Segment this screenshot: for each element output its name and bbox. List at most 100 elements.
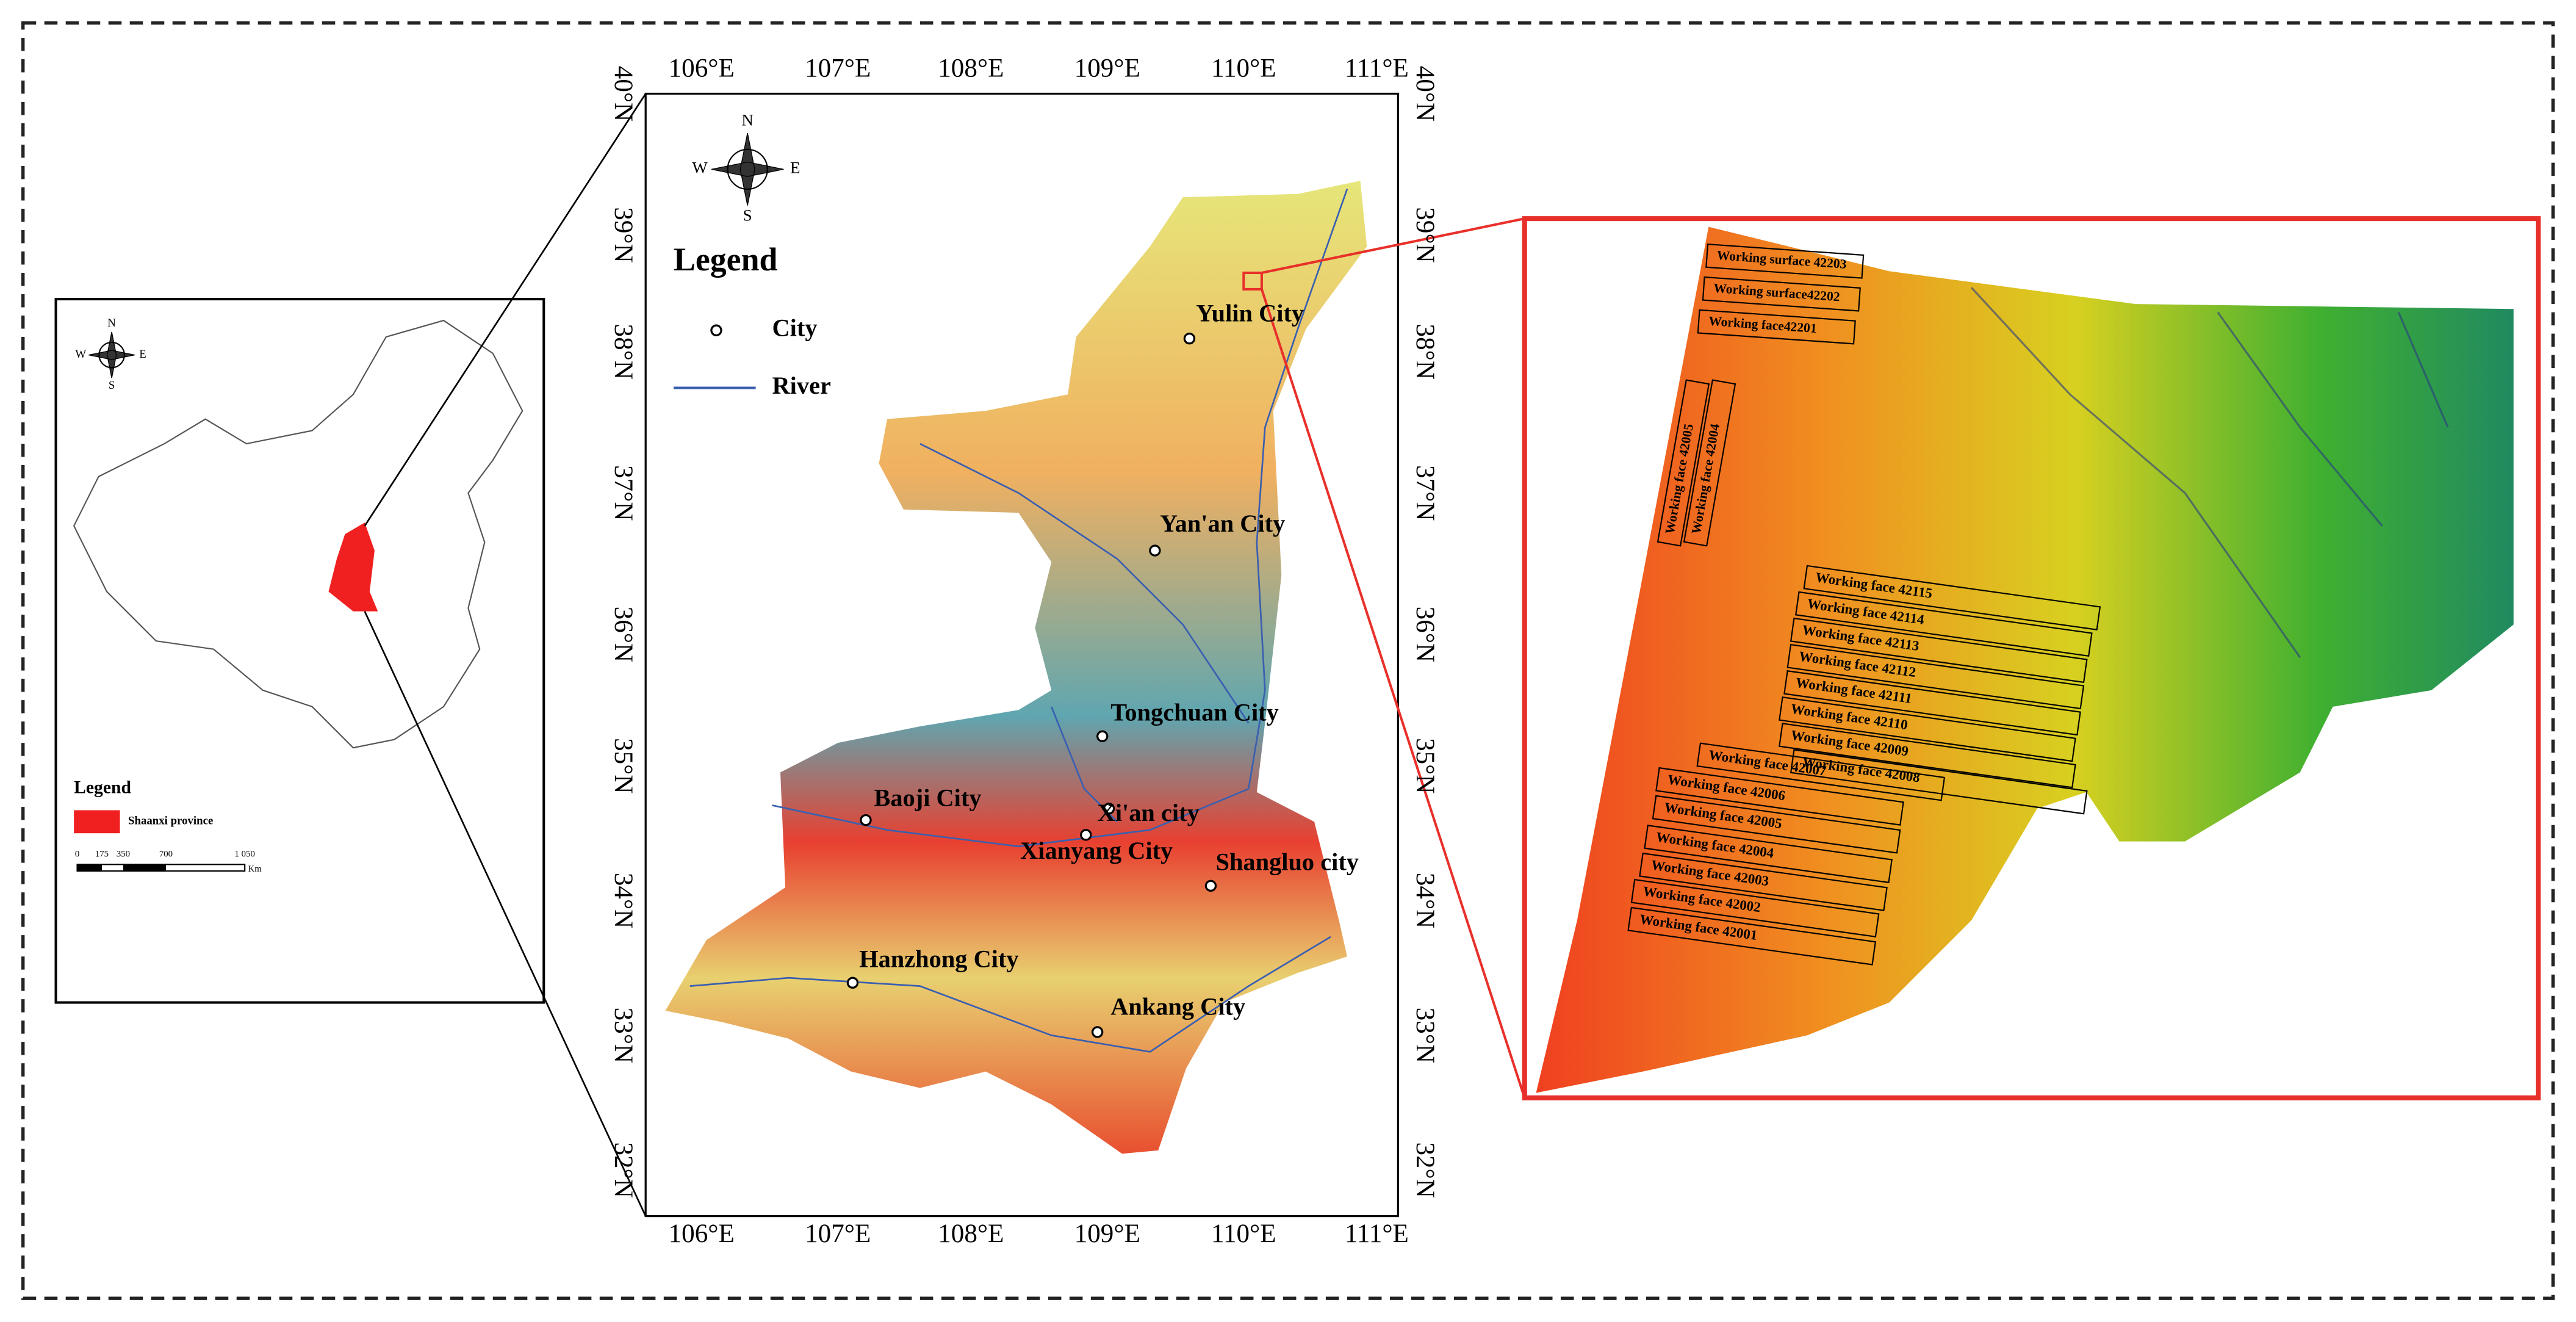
legend-label: River — [772, 372, 831, 399]
working-face-outline — [1790, 749, 2088, 815]
working-face-outline — [1639, 852, 1888, 911]
working-face-outline — [1790, 617, 2088, 684]
lat-tick-label: 32°N — [1411, 1142, 1439, 1197]
lon-tick-label: 111°E — [1345, 1219, 1409, 1248]
lat-tick-label: 37°N — [1411, 465, 1439, 521]
connector — [1260, 289, 1526, 1099]
lat-tick-label: 35°N — [609, 738, 638, 793]
lat-tick-label: 34°N — [1411, 873, 1439, 928]
compass-ring — [98, 341, 125, 369]
city-marker — [1204, 880, 1217, 892]
legend-city-marker — [710, 324, 722, 336]
working-face-outline — [1644, 825, 1893, 884]
working-face-outline — [1657, 379, 1710, 547]
lat-tick-label: 39°N — [1411, 207, 1439, 262]
city-marker — [1183, 333, 1196, 345]
city-marker — [1096, 730, 1109, 743]
china-outline — [73, 319, 523, 749]
compass-rose — [88, 331, 135, 378]
lon-tick-label: 106°E — [669, 1219, 735, 1248]
working-face-outline — [1683, 379, 1736, 547]
city-label: Ankang City — [1110, 993, 1245, 1020]
lat-tick-label: 38°N — [1411, 324, 1439, 380]
city-label: Tongchuan City — [1110, 699, 1279, 726]
compass-rose — [711, 133, 784, 206]
city-marker — [1103, 803, 1115, 815]
working-face-outline — [1697, 309, 1856, 345]
scale-label: 0 — [75, 850, 79, 859]
detail-locator — [1242, 271, 1263, 291]
connector — [1261, 217, 1525, 274]
lat-tick-label: 36°N — [609, 607, 638, 662]
lat-tick-label: 39°N — [609, 207, 638, 262]
lat-tick-label: 33°N — [609, 1008, 638, 1063]
city-marker — [1080, 829, 1092, 841]
shaanxi-region — [328, 522, 378, 612]
scale-label: 350 — [117, 850, 130, 859]
detail-terrain — [1536, 226, 2514, 1093]
working-face-outline — [1696, 742, 1946, 801]
city-marker — [846, 977, 859, 989]
lat-tick-label: 40°N — [609, 66, 638, 121]
lon-tick-label: 107°E — [805, 1219, 871, 1248]
city-label: Shangluo city — [1216, 848, 1359, 876]
compass-ring — [727, 148, 768, 190]
compass-letter: W — [75, 348, 86, 361]
lat-tick-label: 35°N — [1411, 738, 1439, 793]
connector — [364, 93, 647, 527]
legend-label: City — [772, 314, 818, 342]
working-face-outline — [1795, 591, 2093, 657]
scale-label: 1 050 — [235, 850, 255, 859]
compass-letter: E — [790, 159, 800, 177]
city-label: Baoji City — [874, 784, 981, 812]
city-label: Xianyang City — [1020, 837, 1173, 864]
lon-tick-label: 110°E — [1211, 54, 1276, 83]
shaanxi-terrain — [665, 181, 1367, 1154]
city-marker — [1149, 544, 1161, 557]
outer-frame — [21, 21, 2555, 1300]
working-face-outline — [1803, 565, 2101, 630]
lon-tick-label: 111°E — [1345, 54, 1409, 83]
legend-title: Legend — [74, 778, 131, 797]
lat-tick-label: 37°N — [609, 465, 638, 521]
working-face-outline — [1652, 795, 1901, 854]
valleys — [1970, 287, 2449, 659]
scale-unit: Km — [248, 864, 262, 874]
scale-bar — [76, 864, 246, 872]
lat-tick-label: 33°N — [1411, 1008, 1439, 1063]
city-marker — [1091, 1026, 1104, 1038]
lon-tick-label: 107°E — [805, 54, 871, 83]
scale-label: 700 — [159, 850, 173, 859]
city-label: Yan'an City — [1160, 510, 1285, 537]
lon-tick-label: 109°E — [1074, 54, 1140, 83]
lon-tick-label: 108°E — [938, 1219, 1004, 1248]
legend-title: Legend — [674, 241, 778, 278]
lat-tick-label: 38°N — [609, 324, 638, 380]
compass-letter: S — [109, 379, 115, 392]
legend-label: Shaanxi province — [128, 815, 213, 828]
working-face-outline — [1779, 723, 2076, 789]
city-marker — [860, 814, 872, 826]
lon-tick-label: 110°E — [1211, 1219, 1276, 1248]
working-face-outline — [1786, 643, 2085, 710]
compass-letter: W — [692, 159, 708, 177]
working-face-outline — [1627, 906, 1877, 966]
city-label: Yulin City — [1196, 299, 1304, 327]
working-face-outline — [1630, 878, 1880, 937]
legend-swatch — [74, 810, 120, 834]
city-label: Xi'an city — [1098, 799, 1200, 826]
lon-tick-label: 108°E — [938, 54, 1004, 83]
working-face-outline — [1705, 244, 1865, 279]
compass-letter: E — [139, 348, 146, 361]
lat-tick-label: 40°N — [1411, 66, 1439, 121]
working-face-outline — [1702, 276, 1861, 312]
working-face-outline — [1783, 670, 2081, 736]
connector — [364, 611, 647, 1217]
scale-label: 175 — [95, 850, 109, 859]
compass-letter: N — [107, 317, 116, 330]
lon-tick-label: 109°E — [1074, 1219, 1140, 1248]
lat-tick-label: 36°N — [1411, 607, 1439, 662]
lat-tick-label: 34°N — [609, 873, 638, 928]
labels: N E S W Legend Shaanxi province 0 175 350 700 1 05… — [74, 54, 2101, 1248]
